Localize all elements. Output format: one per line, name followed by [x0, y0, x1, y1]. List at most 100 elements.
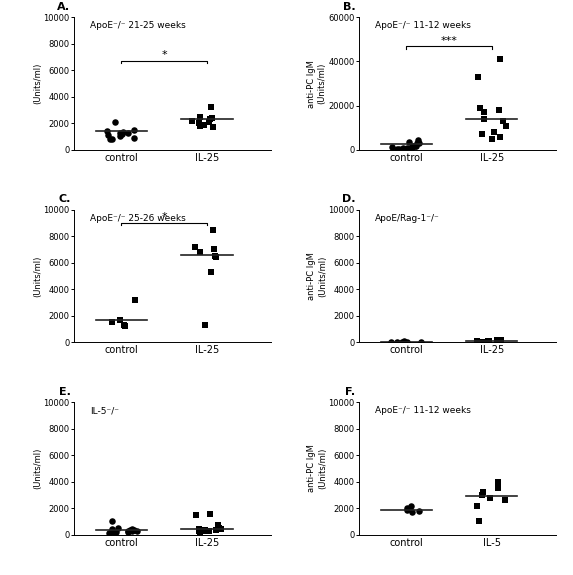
Point [478, 488, 488, 497]
Point [213, 521, 222, 530]
Point [484, 337, 493, 346]
Point [201, 526, 210, 535]
Text: B.: B. [343, 2, 355, 12]
Y-axis label: anti-PC IgM
(Units/ml): anti-PC IgM (Units/ml) [307, 60, 327, 108]
Point [496, 55, 505, 64]
Point [125, 526, 135, 535]
Point [413, 139, 422, 148]
Point [473, 72, 482, 82]
Text: F.: F. [346, 387, 355, 397]
Point [199, 120, 209, 129]
Point [486, 493, 495, 502]
Point [214, 523, 223, 532]
Point [129, 525, 139, 534]
Point [387, 142, 397, 151]
Y-axis label: (Units/ml): (Units/ml) [33, 255, 42, 297]
Point [496, 335, 505, 344]
Point [484, 336, 493, 346]
Point [117, 129, 127, 139]
Y-axis label: (Units/ml): (Units/ml) [33, 63, 42, 104]
Y-axis label: (Units/ml): (Units/ml) [33, 448, 42, 489]
Point [403, 505, 412, 514]
Point [501, 121, 510, 130]
Point [216, 525, 225, 534]
Point [398, 143, 407, 152]
Point [201, 320, 210, 329]
Point [105, 134, 115, 143]
Point [119, 320, 128, 329]
Point [408, 508, 417, 517]
Point [494, 484, 503, 493]
Text: IL-5⁻/⁻: IL-5⁻/⁻ [90, 406, 119, 415]
Point [198, 527, 207, 536]
Point [208, 113, 217, 122]
Point [477, 490, 486, 500]
Point [108, 135, 117, 144]
Point [409, 141, 418, 151]
Point [477, 130, 486, 139]
Point [473, 336, 482, 345]
Point [494, 477, 503, 486]
Point [211, 253, 221, 262]
Point [129, 133, 138, 143]
Point [480, 114, 489, 124]
Point [406, 501, 415, 510]
Point [411, 141, 421, 150]
Point [496, 132, 505, 141]
Point [111, 117, 120, 126]
Point [210, 245, 219, 254]
Point [393, 144, 402, 153]
Point [398, 337, 407, 346]
Point [103, 131, 112, 140]
Point [387, 338, 396, 347]
Text: ApoE/Rag-1⁻/⁻: ApoE/Rag-1⁻/⁻ [375, 214, 440, 223]
Point [204, 117, 213, 126]
Point [191, 510, 201, 519]
Point [500, 496, 509, 505]
Point [407, 143, 417, 152]
Point [194, 524, 203, 534]
Point [116, 128, 125, 137]
Point [210, 251, 219, 260]
Point [472, 501, 481, 510]
Point [402, 144, 411, 153]
Point [105, 528, 114, 538]
Point [492, 336, 501, 345]
Text: *: * [162, 212, 167, 223]
Y-axis label: anti-PC IgM
(Units/ml): anti-PC IgM (Units/ml) [308, 444, 327, 492]
Point [190, 242, 199, 251]
Point [195, 119, 204, 128]
Point [109, 527, 118, 536]
Point [113, 523, 123, 532]
Text: ApoE⁻/⁻ 11-12 weeks: ApoE⁻/⁻ 11-12 weeks [375, 21, 471, 30]
Point [211, 525, 221, 534]
Point [399, 337, 409, 346]
Point [132, 527, 142, 536]
Point [119, 128, 128, 137]
Point [208, 225, 217, 234]
Point [487, 135, 496, 144]
Text: D.: D. [342, 194, 355, 204]
Point [107, 517, 116, 526]
Text: A.: A. [57, 2, 70, 12]
Point [402, 337, 411, 346]
Point [195, 247, 205, 256]
Point [129, 125, 138, 135]
Point [205, 527, 214, 536]
Point [111, 527, 120, 536]
Point [414, 506, 423, 515]
Text: ApoE⁻/⁻ 25-26 weeks: ApoE⁻/⁻ 25-26 weeks [90, 214, 186, 223]
Text: *: * [162, 51, 167, 60]
Y-axis label: anti-PC IgM
(Units/ml): anti-PC IgM (Units/ml) [308, 252, 327, 300]
Point [498, 117, 507, 126]
Point [476, 104, 485, 113]
Point [416, 338, 425, 347]
Point [195, 121, 205, 131]
Point [108, 525, 117, 534]
Point [131, 296, 140, 305]
Point [108, 318, 117, 327]
Point [208, 123, 217, 132]
Point [478, 337, 487, 346]
Point [120, 322, 129, 331]
Point [206, 267, 215, 277]
